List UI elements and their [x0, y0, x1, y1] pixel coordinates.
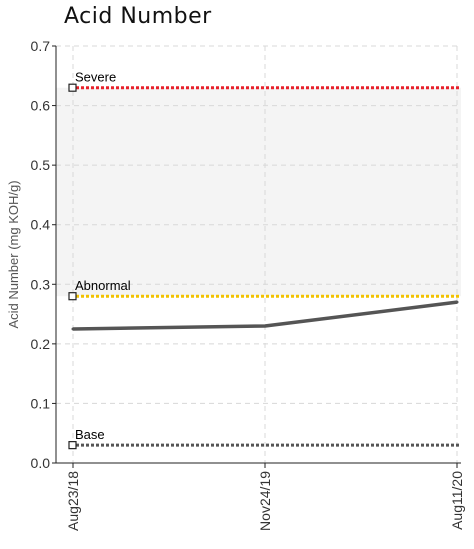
x-tick-label: Nov24/19	[257, 471, 273, 531]
y-tick-label: 0.1	[31, 395, 51, 411]
data-point	[71, 327, 75, 331]
y-tick-label: 0.3	[31, 276, 51, 292]
reference-label-severe: Severe	[75, 70, 116, 85]
y-tick-label: 0.4	[31, 217, 51, 233]
reference-label-base: Base	[75, 427, 105, 442]
y-tick-label: 0.6	[31, 98, 51, 114]
x-tick-label: Aug11/20	[449, 471, 465, 530]
y-tick-label: 0.5	[31, 157, 51, 173]
reference-marker-base	[68, 441, 77, 450]
y-axis-title: Acid Number (mg KOH/g)	[6, 180, 21, 328]
reference-label-abnormal: Abnormal	[75, 278, 131, 293]
y-tick-label: 0.0	[31, 455, 51, 471]
shaded-band	[56, 87, 461, 297]
data-point	[455, 300, 459, 304]
data-point	[263, 324, 267, 328]
y-tick-label: 0.2	[31, 336, 51, 352]
y-tick-label: 0.7	[31, 38, 51, 54]
reference-marker-severe	[68, 83, 77, 92]
x-tick-label: Aug23/18	[65, 471, 81, 531]
reference-marker-abnormal	[68, 292, 77, 301]
chart-title: Acid Number	[64, 4, 212, 29]
